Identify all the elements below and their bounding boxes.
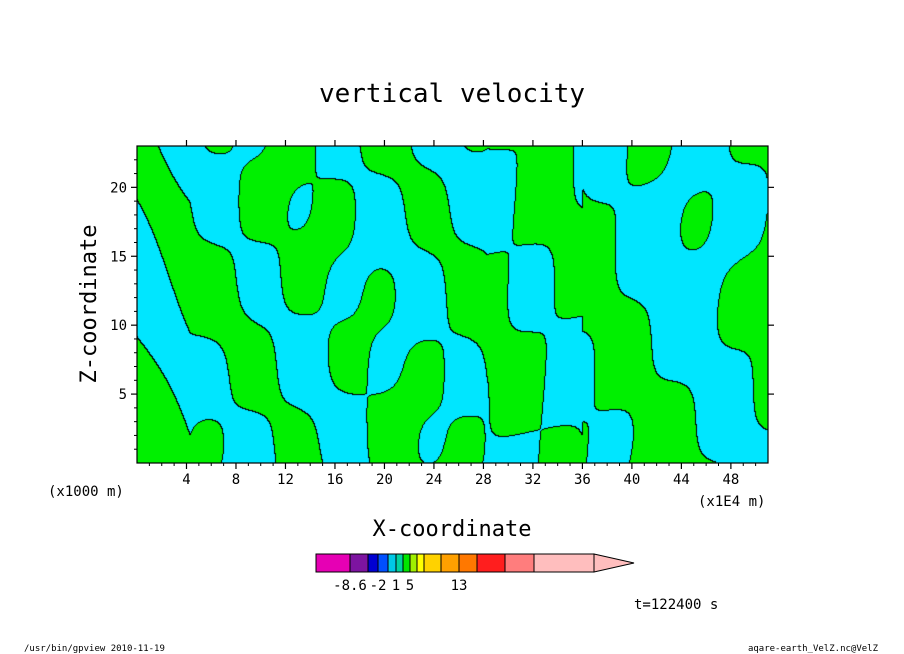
x-unit-right: (x1E4 m): [698, 494, 765, 510]
y-tick-label: 15: [110, 249, 127, 265]
x-tick-label: 24: [426, 472, 443, 488]
chart-title: vertical velocity: [319, 79, 585, 109]
contour-image: [137, 146, 768, 463]
x-tick-label: 4: [182, 472, 190, 488]
colorbar-label: -2: [370, 578, 387, 594]
colorbar-label: 5: [406, 578, 414, 594]
colorbar-arrow: [593, 553, 635, 573]
y-axis: 5 10 15 20: [110, 159, 774, 450]
x-tick-label: 16: [327, 472, 344, 488]
x-tick-label: 32: [524, 472, 541, 488]
colorbar-swatch: [533, 553, 595, 573]
colorbar-swatch: [504, 553, 535, 573]
x-tick-label: 28: [475, 472, 492, 488]
y-tick-label: 5: [119, 387, 127, 403]
x-axis-label: X-coordinate: [373, 517, 532, 542]
colorbar-swatch: [423, 553, 442, 573]
x-unit-left: (x1000 m): [48, 484, 124, 500]
x-axis: 4 8 12 16 20 24 28 32 36 40 44 48: [148, 140, 757, 488]
colorbar-swatch: [440, 553, 460, 573]
colorbar-swatch: [387, 553, 397, 573]
colorbar-swatch: [395, 553, 404, 573]
x-tick-label: 48: [722, 472, 739, 488]
plot-frame: [136, 145, 769, 464]
colorbar-swatch: [315, 553, 351, 573]
colorbar-label: 13: [451, 578, 468, 594]
footer-left: /usr/bin/gpview 2010-11-19: [24, 644, 165, 654]
x-tick-label: 8: [232, 472, 240, 488]
x-tick-label: 40: [623, 472, 640, 488]
colorbar-swatch: [377, 553, 389, 573]
colorbar-swatch: [402, 553, 411, 573]
colorbar-label: 1: [392, 578, 400, 594]
x-tick-label: 36: [574, 472, 591, 488]
colorbar-swatch: [476, 553, 506, 573]
colorbar-swatch: [409, 553, 418, 573]
x-tick-label: 12: [277, 472, 294, 488]
y-tick-label: 10: [110, 318, 127, 334]
colorbar-swatch: [367, 553, 379, 573]
time-label: t=122400 s: [634, 597, 718, 613]
x-tick-label: 20: [376, 472, 393, 488]
y-axis-label: Z-coordinate: [77, 225, 102, 384]
colorbar-swatch: [458, 553, 478, 573]
colorbar: -8.6 -2 1 5 13: [315, 553, 635, 594]
colorbar-label: -8.6: [333, 578, 367, 594]
y-tick-label: 20: [110, 180, 127, 196]
contour-field: [137, 146, 768, 463]
colorbar-swatch: [349, 553, 369, 573]
footer-right: aqare-earth_VelZ.nc@VelZ: [748, 644, 879, 654]
colorbar-swatch: [416, 553, 425, 573]
x-tick-label: 44: [673, 472, 690, 488]
